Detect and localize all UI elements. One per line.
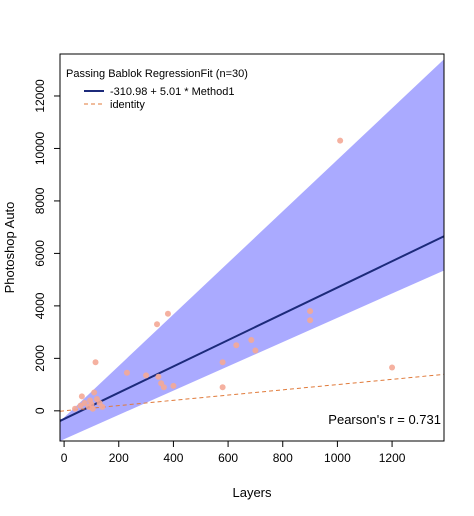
legend-entry-identity: identity [110, 99, 145, 111]
data-point [219, 359, 226, 366]
legend-entry-regression: -310.98 + 5.01 * Method1 [110, 86, 234, 98]
data-points-layer [72, 137, 396, 412]
data-point [307, 317, 314, 324]
data-point [91, 389, 98, 396]
data-point [252, 347, 259, 354]
regression-line [59, 235, 445, 422]
data-point [337, 137, 344, 144]
legend: Passing Bablok RegressionFit (n=30) -310… [66, 68, 248, 111]
data-point [170, 382, 177, 389]
x-axis-label: Layers [232, 485, 272, 500]
data-point [143, 372, 150, 379]
data-point [389, 364, 396, 371]
legend-title: Passing Bablok RegressionFit (n=30) [66, 68, 248, 80]
data-point [99, 403, 106, 410]
data-point [81, 399, 88, 406]
y-tick-label: 8000 [33, 187, 47, 214]
data-point [233, 342, 240, 349]
pearson-annotation: Pearson's r = 0.731 [328, 412, 441, 427]
x-tick-label: 800 [273, 451, 293, 465]
x-axis-ticks: 0 200 400 600 800 1000 1200 [61, 441, 406, 465]
x-tick-label: 400 [163, 451, 183, 465]
confidence-band [60, 59, 444, 441]
plot-frame [59, 53, 445, 442]
data-point [92, 359, 99, 366]
data-point [164, 310, 171, 317]
data-point [123, 369, 130, 376]
data-point [78, 393, 85, 400]
x-tick-label: 0 [61, 451, 68, 465]
x-tick-label: 200 [109, 451, 129, 465]
identity-line [59, 373, 445, 412]
y-axis-ticks: 0 2000 4000 6000 8000 10000 12000 [33, 79, 60, 414]
x-tick-label: 1200 [379, 451, 406, 465]
data-point [248, 336, 255, 343]
x-tick-label: 600 [218, 451, 238, 465]
data-point [160, 384, 167, 391]
data-point [155, 373, 162, 380]
data-point [72, 405, 79, 412]
data-point [89, 405, 96, 412]
data-point [219, 384, 226, 391]
data-point [154, 321, 161, 328]
y-tick-label: 4000 [33, 292, 47, 319]
y-tick-label: 6000 [33, 240, 47, 267]
confidence-band-layer [60, 59, 444, 441]
data-point [307, 308, 314, 315]
y-tick-label: 12000 [33, 79, 47, 113]
y-tick-label: 10000 [33, 131, 47, 165]
y-axis-label: Photoshop Auto [2, 202, 17, 294]
x-tick-label: 1000 [324, 451, 351, 465]
y-tick-label: 0 [33, 407, 47, 414]
y-tick-label: 2000 [33, 345, 47, 372]
regression-lines-layer [59, 235, 445, 422]
